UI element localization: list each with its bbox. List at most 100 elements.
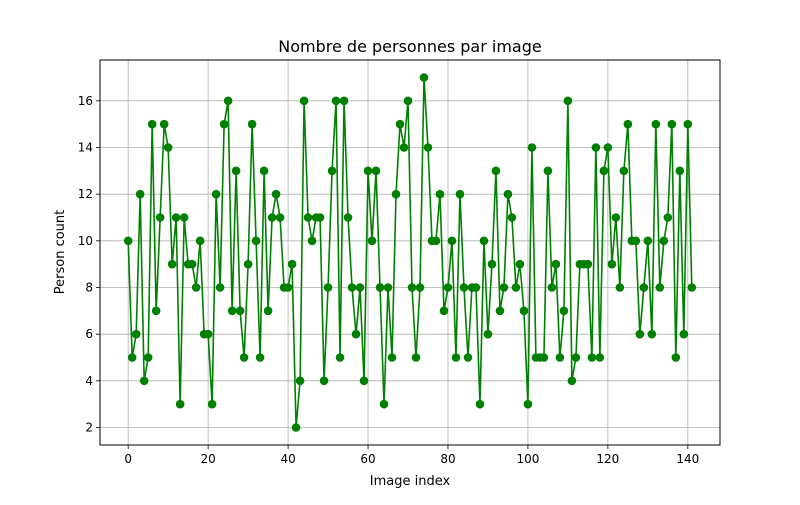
data-point bbox=[679, 329, 689, 339]
data-point bbox=[439, 306, 449, 316]
data-point bbox=[235, 306, 245, 316]
x-tick-label: 100 bbox=[516, 452, 539, 466]
data-point bbox=[607, 259, 617, 269]
data-point bbox=[195, 236, 205, 246]
data-point bbox=[555, 353, 565, 362]
data-point bbox=[231, 166, 241, 176]
data-point bbox=[203, 329, 213, 339]
data-point bbox=[123, 236, 133, 246]
data-point bbox=[595, 353, 605, 362]
data-point bbox=[131, 329, 141, 339]
data-point bbox=[495, 306, 505, 316]
data-point bbox=[407, 283, 417, 292]
data-point bbox=[515, 259, 525, 269]
data-point bbox=[363, 166, 373, 176]
data-point bbox=[643, 236, 653, 246]
data-point bbox=[187, 259, 197, 269]
data-point bbox=[275, 213, 285, 222]
data-point bbox=[571, 353, 581, 362]
data-point bbox=[447, 236, 457, 246]
data-point bbox=[479, 236, 489, 246]
data-point bbox=[523, 399, 533, 409]
data-point bbox=[191, 283, 201, 292]
data-point bbox=[411, 353, 421, 362]
data-point bbox=[511, 283, 521, 292]
data-point bbox=[239, 353, 249, 362]
data-point bbox=[539, 353, 549, 362]
data-point bbox=[127, 353, 137, 362]
data-point bbox=[135, 189, 145, 199]
data-point bbox=[451, 353, 461, 362]
data-point bbox=[331, 96, 341, 106]
data-point bbox=[291, 423, 301, 432]
data-point bbox=[619, 166, 629, 176]
data-point bbox=[287, 259, 297, 269]
data-point bbox=[491, 166, 501, 176]
data-point bbox=[379, 399, 389, 409]
data-point bbox=[443, 283, 453, 292]
y-tick-label: 12 bbox=[78, 187, 93, 201]
data-point bbox=[631, 236, 641, 246]
x-tick-label: 80 bbox=[440, 452, 455, 466]
y-tick-label: 4 bbox=[85, 374, 93, 388]
x-tick-label: 120 bbox=[596, 452, 619, 466]
x-tick-label: 140 bbox=[676, 452, 699, 466]
data-point bbox=[323, 283, 333, 292]
data-point bbox=[547, 283, 557, 292]
data-point bbox=[455, 189, 465, 199]
data-point bbox=[651, 119, 661, 129]
data-point bbox=[147, 119, 157, 129]
data-point bbox=[359, 376, 369, 386]
data-point bbox=[471, 283, 481, 292]
data-point bbox=[499, 283, 509, 292]
data-point bbox=[267, 213, 277, 222]
x-tick-label: 60 bbox=[360, 452, 375, 466]
data-point bbox=[155, 213, 165, 222]
data-point bbox=[219, 119, 229, 129]
data-point bbox=[175, 399, 185, 409]
data-point bbox=[339, 96, 349, 106]
data-point bbox=[343, 213, 353, 222]
x-axis-label: Image index bbox=[370, 474, 451, 489]
data-point bbox=[587, 353, 597, 362]
data-point bbox=[563, 96, 573, 106]
data-point bbox=[247, 119, 257, 129]
data-point bbox=[263, 306, 273, 316]
data-point bbox=[483, 329, 493, 339]
data-point bbox=[559, 306, 569, 316]
data-point bbox=[655, 283, 665, 292]
data-point bbox=[259, 166, 269, 176]
data-point bbox=[243, 259, 253, 269]
data-point bbox=[319, 376, 329, 386]
data-point bbox=[527, 143, 537, 152]
data-point bbox=[271, 189, 281, 199]
data-point bbox=[683, 119, 693, 129]
data-point bbox=[375, 283, 385, 292]
data-point bbox=[671, 353, 681, 362]
data-point bbox=[251, 236, 261, 246]
data-point bbox=[687, 283, 697, 292]
data-point bbox=[355, 283, 365, 292]
series-line bbox=[127, 76, 693, 429]
data-point bbox=[403, 96, 413, 106]
x-tick-label: 20 bbox=[200, 452, 215, 466]
x-tick-label: 0 bbox=[124, 452, 132, 466]
data-series bbox=[123, 73, 697, 432]
data-point bbox=[299, 96, 309, 106]
data-point bbox=[327, 166, 337, 176]
data-point bbox=[475, 399, 485, 409]
data-point bbox=[159, 119, 169, 129]
data-point bbox=[307, 236, 317, 246]
data-point bbox=[211, 189, 221, 199]
data-point bbox=[347, 283, 357, 292]
data-point bbox=[255, 353, 265, 362]
data-point bbox=[315, 213, 325, 222]
data-point bbox=[611, 213, 621, 222]
data-point bbox=[615, 283, 625, 292]
data-point bbox=[623, 119, 633, 129]
data-point bbox=[367, 236, 377, 246]
data-point bbox=[663, 213, 673, 222]
data-point bbox=[371, 166, 381, 176]
